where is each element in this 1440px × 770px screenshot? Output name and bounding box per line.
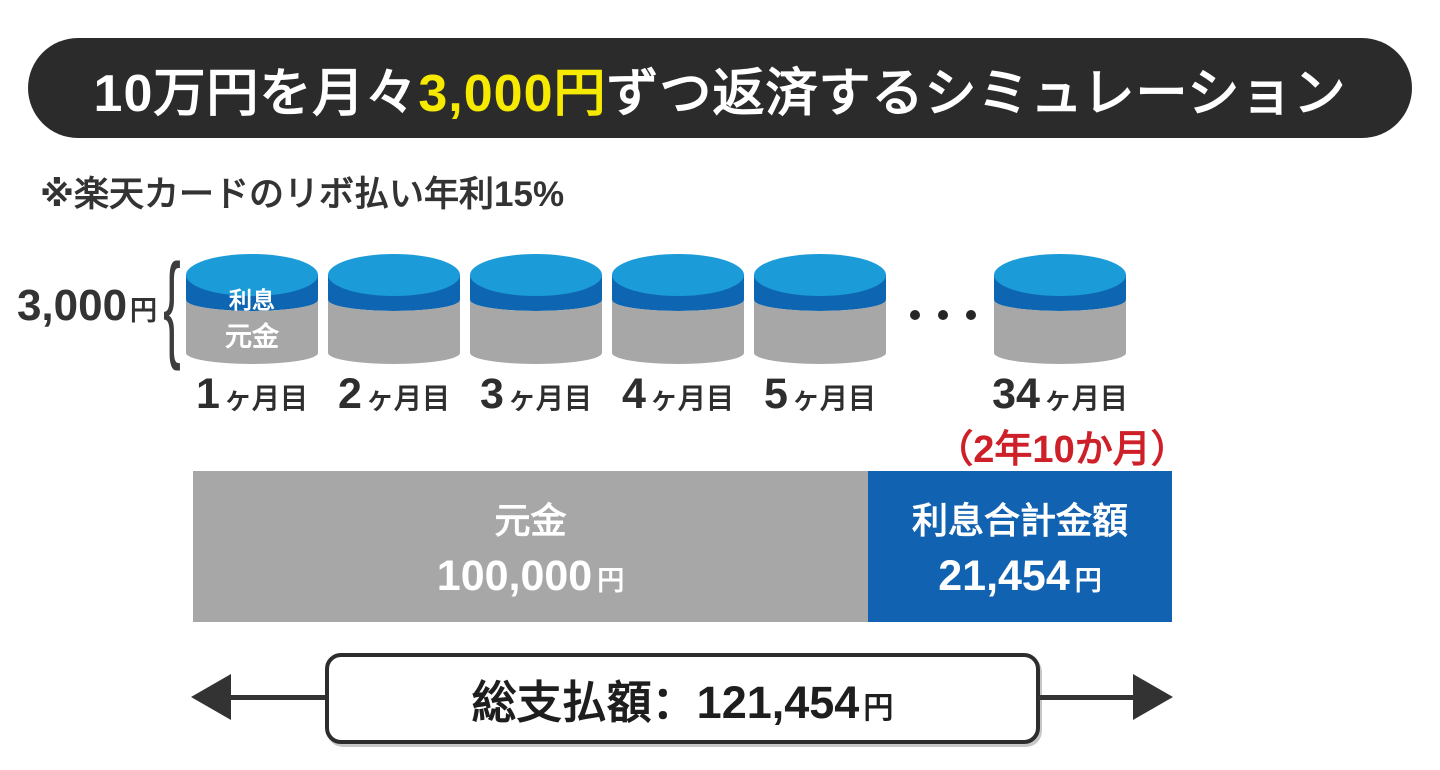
totals-bar: 元金 100,000 円 利息合計金額 21,454 円: [193, 471, 1172, 622]
dot-icon: [966, 310, 976, 320]
month-number: 3: [480, 370, 504, 418]
month-number: 34: [992, 370, 1040, 418]
cylinder-month-5: [754, 254, 886, 364]
month-label-3: 3 ヶ月目: [436, 370, 636, 419]
coin-stack-icon: [994, 254, 1126, 364]
monthly-payment-label: 3,000 円: [14, 281, 160, 331]
month-label-5: 5 ヶ月目: [720, 370, 920, 419]
principal-amount-line: 100,000 円: [437, 552, 624, 601]
interest-amount-line: 21,454 円: [938, 552, 1102, 601]
coin-stack-icon: [328, 254, 460, 364]
month-suffix: ヶ月目: [1043, 383, 1128, 414]
total-payment-box: 総支払額：121,454 円: [325, 653, 1040, 744]
arrow-right-line: [1038, 695, 1138, 700]
principal-title: 元金: [494, 500, 567, 541]
cylinder-month-3: [470, 254, 602, 364]
monthly-payment-amount: 3,000: [16, 281, 128, 330]
page-title: 10万円を月々3,000円ずつ返済するシミュレーション: [94, 51, 1347, 126]
rate-note: ※楽天カードのリボ払い年利15%: [40, 175, 565, 214]
total-payment-text: 総支払額：121,454 円: [472, 666, 894, 731]
month-suffix: ヶ月目: [365, 383, 450, 414]
cylinder-month-2: [328, 254, 460, 364]
arrow-right-icon: [1133, 674, 1173, 720]
title-highlight-amount: 3,000円: [418, 64, 607, 123]
interest-bar-segment: 利息合計金額 21,454 円: [868, 471, 1172, 622]
total-unit: 円: [863, 692, 894, 725]
dot-icon: [938, 310, 948, 320]
arrow-left-icon: [191, 674, 231, 720]
month-label-4: 4 ヶ月目: [578, 370, 778, 419]
interest-title: 利息合計金額: [911, 500, 1128, 541]
interest-unit: 円: [1074, 566, 1102, 596]
title-banner: 10万円を月々3,000円ずつ返済するシミュレーション: [28, 38, 1412, 138]
month-label-34: 34 ヶ月目: [960, 370, 1160, 419]
cylinder-month-34: [994, 254, 1126, 364]
month-number: 2: [338, 370, 362, 418]
title-pre: 10万円を月々: [93, 64, 419, 123]
ellipsis-icon: [910, 310, 976, 320]
principal-bar-segment: 元金 100,000 円: [193, 471, 868, 622]
total-amount: 121,454: [696, 677, 860, 728]
month-suffix: ヶ月目: [223, 383, 308, 414]
brace-icon: {: [163, 240, 181, 372]
monthly-payment-unit: 円: [130, 296, 158, 326]
month-suffix: ヶ月目: [507, 383, 592, 414]
month-number: 5: [764, 370, 788, 418]
month-label-2: 2 ヶ月目: [294, 370, 494, 419]
arrow-left-line: [226, 695, 326, 700]
dot-icon: [910, 310, 920, 320]
duration-note: （2年10か月）: [935, 429, 1189, 471]
coin-stack-icon: [186, 254, 318, 364]
interest-segment-label: 利息: [229, 287, 275, 313]
cylinder-month-1: 利息 元金: [186, 254, 318, 364]
month-number: 1: [196, 370, 220, 418]
total-label: 総支払額：: [471, 677, 697, 728]
principal-amount: 100,000: [436, 552, 593, 600]
coin-stack-icon: [470, 254, 602, 364]
month-suffix: ヶ月目: [649, 383, 734, 414]
principal-segment-label: 元金: [225, 322, 279, 352]
month-number: 4: [622, 370, 646, 418]
principal-unit: 円: [597, 566, 625, 596]
title-post: ずつ返済するシミュレーション: [606, 64, 1347, 123]
coin-stack-icon: [612, 254, 744, 364]
cylinder-month-4: [612, 254, 744, 364]
coin-stack-icon: [754, 254, 886, 364]
month-label-1: 1 ヶ月目: [152, 370, 352, 419]
interest-amount: 21,454: [938, 552, 1070, 600]
month-suffix: ヶ月目: [791, 383, 876, 414]
